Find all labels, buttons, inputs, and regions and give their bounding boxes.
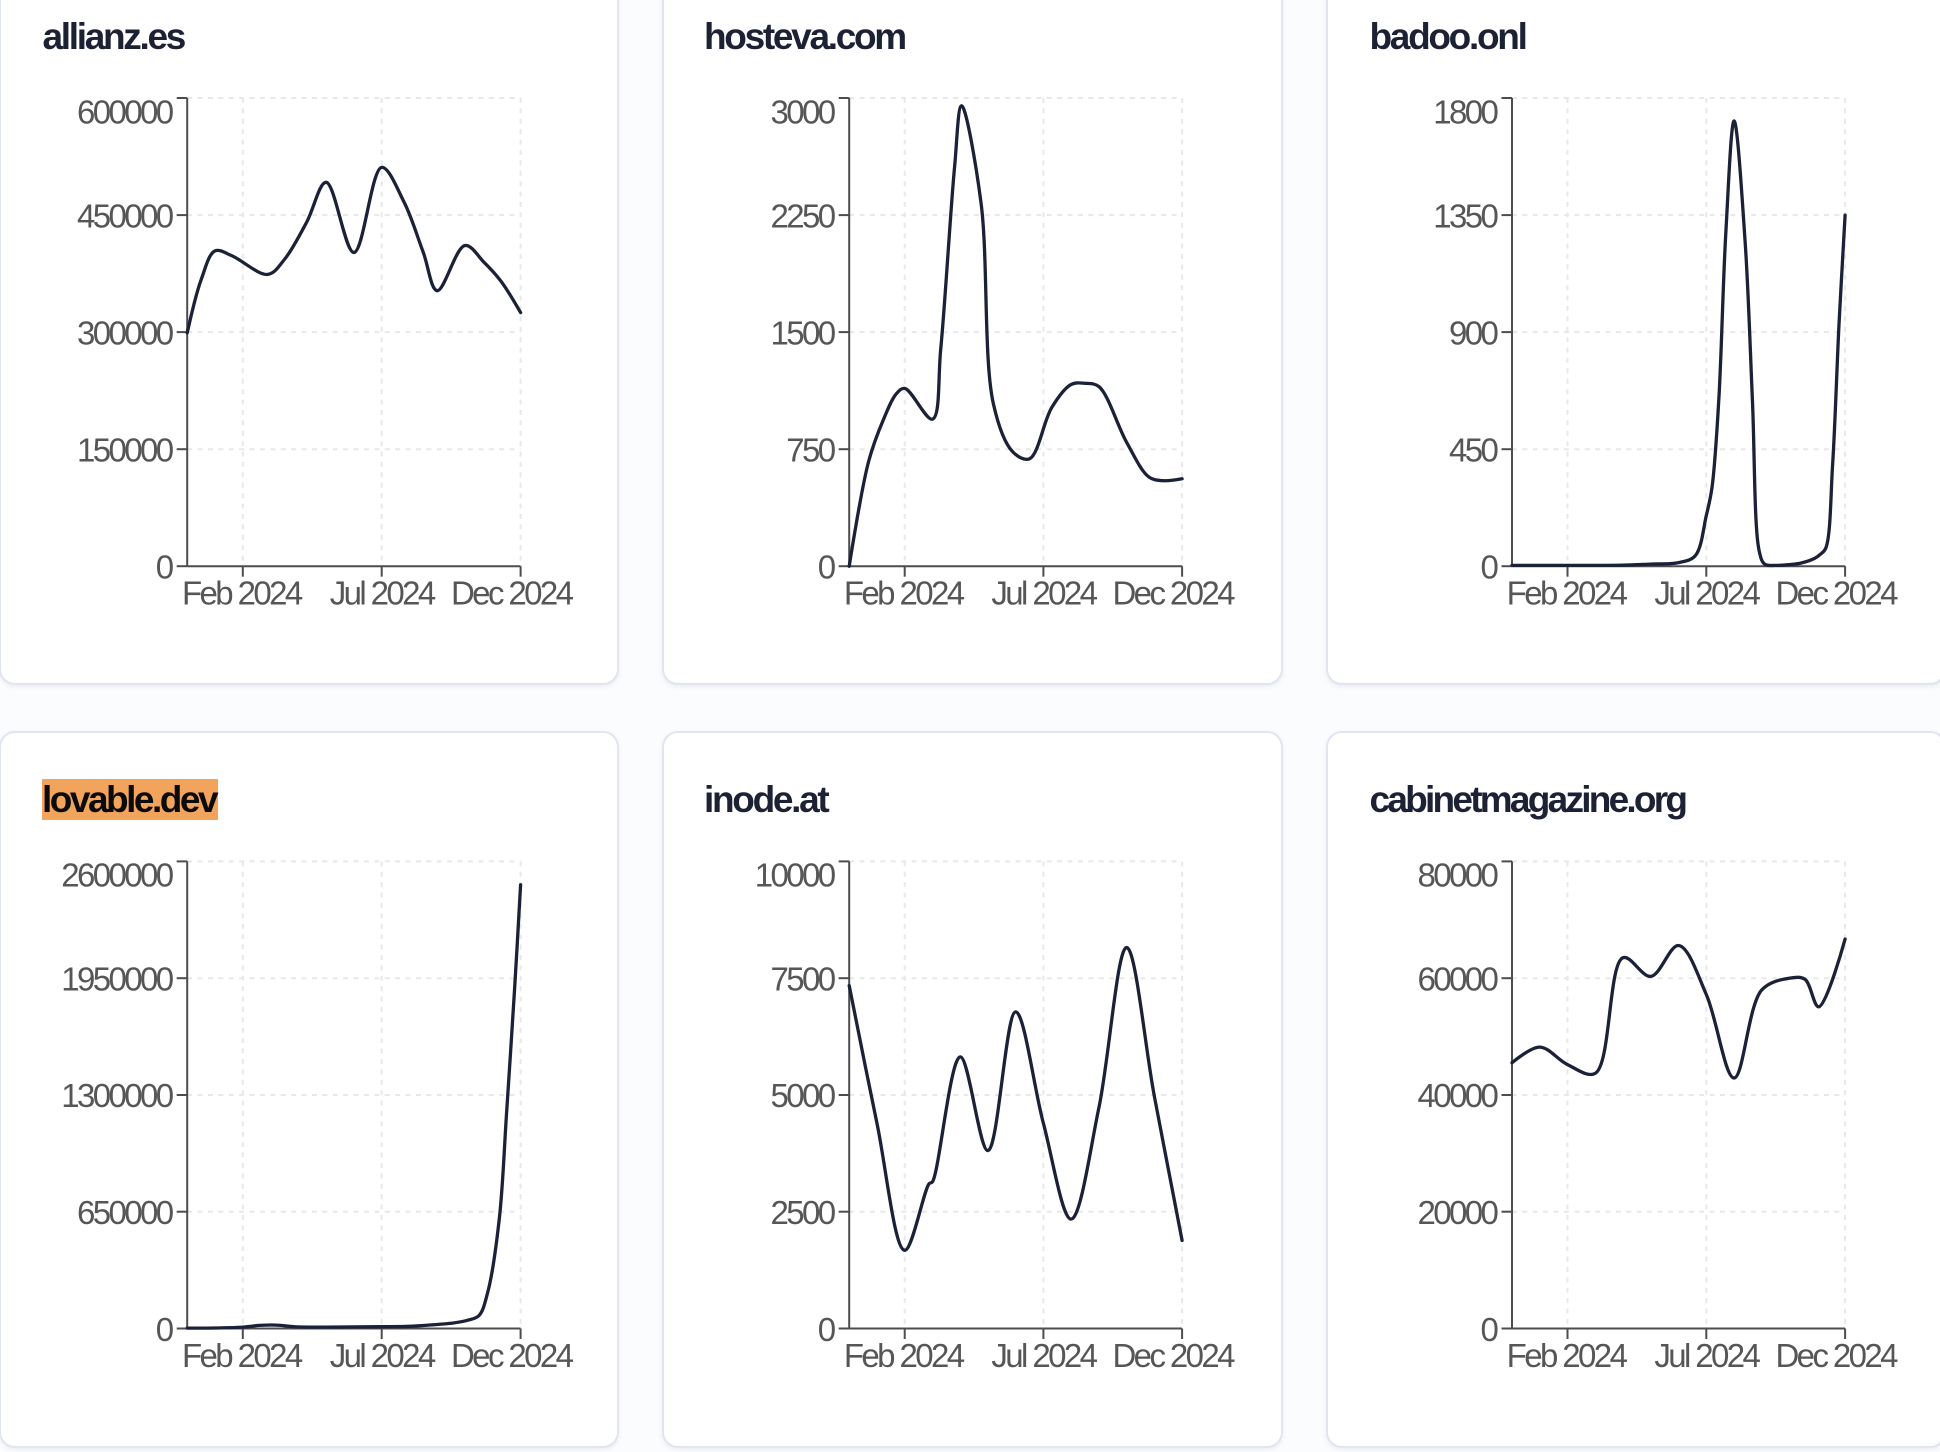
svg-text:5000: 5000 <box>770 1077 835 1114</box>
svg-text:600000: 600000 <box>77 93 174 130</box>
svg-text:20000: 20000 <box>1418 1194 1499 1231</box>
svg-text:1950000: 1950000 <box>61 961 174 998</box>
svg-text:450000: 450000 <box>77 197 174 234</box>
svg-text:Feb 2024: Feb 2024 <box>844 575 965 612</box>
svg-text:650000: 650000 <box>77 1194 174 1231</box>
svg-text:2500: 2500 <box>770 1194 835 1231</box>
svg-text:1500: 1500 <box>770 314 835 351</box>
svg-text:2250: 2250 <box>770 197 835 234</box>
svg-text:900: 900 <box>1449 314 1499 351</box>
svg-text:1350: 1350 <box>1433 197 1498 234</box>
svg-text:7500: 7500 <box>770 961 835 998</box>
svg-text:1800: 1800 <box>1433 93 1498 130</box>
svg-text:0: 0 <box>818 1311 836 1348</box>
svg-text:0: 0 <box>1481 1311 1499 1348</box>
svg-text:Jul 2024: Jul 2024 <box>330 575 436 612</box>
svg-text:60000: 60000 <box>1418 961 1499 998</box>
svg-text:0: 0 <box>1481 549 1499 586</box>
svg-text:Jul 2024: Jul 2024 <box>1654 1337 1760 1374</box>
svg-text:Jul 2024: Jul 2024 <box>330 1337 436 1374</box>
svg-text:Dec 2024: Dec 2024 <box>1775 575 1898 612</box>
svg-text:10000: 10000 <box>755 857 836 894</box>
svg-text:Feb 2024: Feb 2024 <box>1507 575 1628 612</box>
svg-text:0: 0 <box>818 549 836 586</box>
svg-text:Jul 2024: Jul 2024 <box>1654 575 1760 612</box>
svg-text:Feb 2024: Feb 2024 <box>182 575 303 612</box>
svg-text:3000: 3000 <box>770 93 835 130</box>
svg-text:80000: 80000 <box>1418 857 1499 894</box>
svg-text:Jul 2024: Jul 2024 <box>991 1337 1097 1374</box>
svg-text:Dec 2024: Dec 2024 <box>1775 1337 1898 1374</box>
svg-text:Jul 2024: Jul 2024 <box>991 575 1097 612</box>
svg-text:0: 0 <box>156 1311 174 1348</box>
svg-text:2600000: 2600000 <box>61 857 174 894</box>
svg-text:Dec 2024: Dec 2024 <box>1112 575 1235 612</box>
svg-text:Dec 2024: Dec 2024 <box>1112 1337 1235 1374</box>
svg-text:1300000: 1300000 <box>61 1077 174 1114</box>
svg-text:0: 0 <box>156 549 174 586</box>
svg-text:Dec 2024: Dec 2024 <box>451 575 574 612</box>
svg-text:300000: 300000 <box>77 314 174 351</box>
svg-text:40000: 40000 <box>1418 1077 1499 1114</box>
svg-text:Dec 2024: Dec 2024 <box>451 1337 574 1374</box>
svg-text:150000: 150000 <box>77 432 174 469</box>
svg-text:Feb 2024: Feb 2024 <box>1507 1337 1628 1374</box>
svg-text:750: 750 <box>786 432 836 469</box>
svg-text:450: 450 <box>1449 432 1499 469</box>
svg-text:Feb 2024: Feb 2024 <box>182 1337 303 1374</box>
svg-text:Feb 2024: Feb 2024 <box>844 1337 965 1374</box>
